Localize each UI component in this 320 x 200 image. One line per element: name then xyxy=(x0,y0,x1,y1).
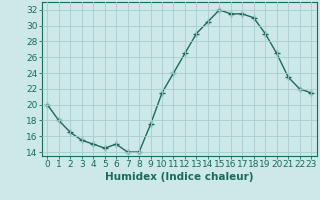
X-axis label: Humidex (Indice chaleur): Humidex (Indice chaleur) xyxy=(105,172,253,182)
